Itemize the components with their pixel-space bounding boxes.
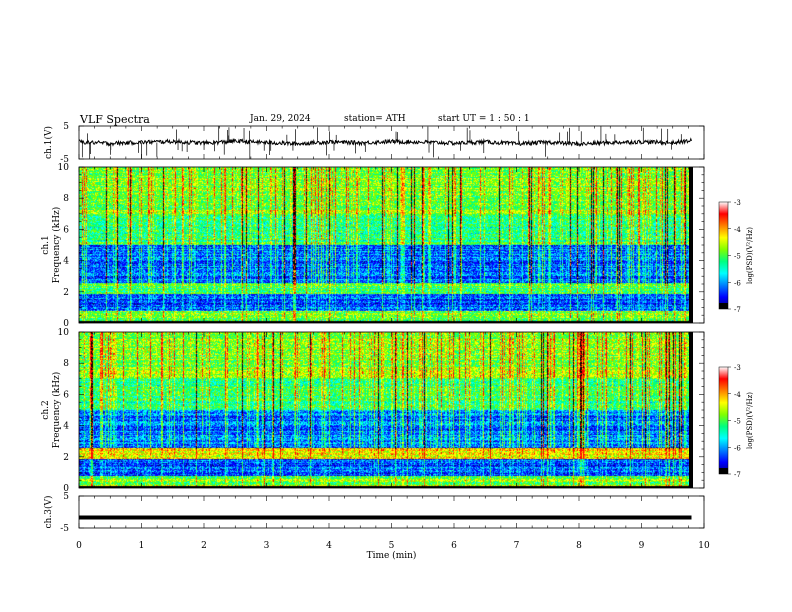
- y-tick-label: 5: [63, 492, 69, 502]
- y-tick-label: 0: [63, 484, 69, 494]
- y-tick-label: 4: [63, 257, 69, 267]
- x-tick-label: 3: [264, 541, 270, 551]
- x-tick-label: 2: [201, 541, 207, 551]
- ch3-ylabel: ch.3(V): [43, 496, 54, 529]
- colorbar-tick-label: -5: [734, 253, 741, 261]
- spectrogram-channel-label: ch.1: [41, 235, 51, 254]
- spectrogram-end-strip: [689, 167, 693, 323]
- colorbar-gradient: [718, 366, 729, 475]
- x-axis-label: Time (min): [367, 550, 417, 561]
- x-tick-label: 6: [451, 541, 457, 551]
- y-tick-label: 0: [63, 319, 69, 329]
- panel-1-axes: [78, 125, 705, 160]
- x-tick-label: 10: [698, 541, 710, 551]
- colorbar-tick-label: -6: [734, 279, 741, 287]
- y-tick-label: 8: [63, 359, 69, 369]
- colorbar-tick-label: -4: [734, 226, 741, 234]
- colorbar-tick-label: -7: [734, 306, 741, 314]
- ch1-ylabel: ch.1(V): [43, 126, 54, 159]
- y-tick-label: 10: [58, 328, 70, 338]
- x-tick-label: 1: [139, 541, 145, 551]
- spectrogram-ylabel: Frequency (kHz): [51, 207, 62, 284]
- y-tick-label: -5: [60, 524, 69, 534]
- colorbar-floor: [719, 468, 728, 474]
- y-tick-label: 2: [63, 453, 69, 463]
- ch2-spectrogram-image: [79, 332, 693, 488]
- spectrogram-ylabel: Frequency (kHz): [51, 372, 62, 449]
- y-tick-label: 4: [63, 422, 69, 432]
- colorbar-label: log(PSD)(V²/Hz): [746, 227, 754, 284]
- colorbar-tick-label: -4: [734, 391, 741, 399]
- figure-station: station= ATH: [344, 114, 406, 124]
- colorbar-gradient: [718, 201, 729, 310]
- ch2-spectrogram-raster: [79, 332, 692, 488]
- x-tick-label: 8: [576, 541, 582, 551]
- x-tick-label: 4: [326, 541, 332, 551]
- y-tick-label: 10: [58, 163, 70, 173]
- ch1-colorbar: -3 -4 -5 -6 -7 log(PSD)(V²/Hz): [718, 199, 754, 314]
- x-tick-label: 5: [389, 541, 395, 551]
- x-tick-label: 7: [514, 541, 520, 551]
- colorbar-label: log(PSD)(V²/Hz): [746, 392, 754, 449]
- colorbar-tick-label: -3: [734, 199, 741, 207]
- ch2-colorbar: -3 -4 -5 -6 -7 log(PSD)(V²/Hz): [718, 364, 754, 479]
- colorbar-tick-label: -6: [734, 444, 741, 452]
- figure-title: VLF Spectra: [80, 113, 150, 126]
- ch1-spectrogram-raster: [79, 167, 692, 323]
- colorbar-floor: [719, 303, 728, 309]
- ch1-spectrogram-image: [79, 167, 693, 323]
- spectrogram-end-strip: [689, 332, 693, 488]
- panel-4-axes: [78, 495, 705, 529]
- y-tick-label: 5: [63, 122, 69, 132]
- figure-start-time: start UT = 1 : 50 : 1: [438, 114, 530, 124]
- x-tick-label: 9: [639, 541, 645, 551]
- figure-date: Jan. 29, 2024: [250, 114, 311, 124]
- colorbar-tick-label: -5: [734, 418, 741, 426]
- colorbar-tick-label: -3: [734, 364, 741, 372]
- y-tick-label: -5: [60, 155, 69, 165]
- x-tick-label: 0: [76, 541, 82, 551]
- y-tick-label: 6: [63, 390, 69, 400]
- y-tick-label: 2: [63, 288, 69, 298]
- colorbar-tick-label: -7: [734, 471, 741, 479]
- y-tick-label: 8: [63, 194, 69, 204]
- ch1-waveform-line: [78, 137, 692, 147]
- y-tick-label: 6: [63, 225, 69, 235]
- spectrogram-channel-label: ch.2: [41, 400, 51, 419]
